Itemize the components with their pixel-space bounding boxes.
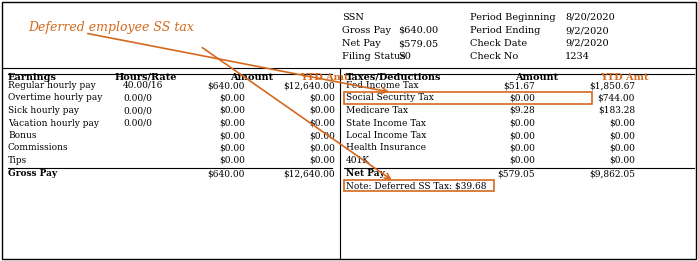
- Text: 9/2/2020: 9/2/2020: [565, 39, 609, 48]
- Text: $0.00: $0.00: [219, 156, 245, 165]
- Text: Local Income Tax: Local Income Tax: [346, 131, 426, 140]
- Text: Net Pay: Net Pay: [346, 169, 385, 179]
- Text: $0.00: $0.00: [609, 131, 635, 140]
- Text: State Income Tax: State Income Tax: [346, 118, 426, 128]
- Text: Period Ending: Period Ending: [470, 26, 540, 35]
- Text: $579.05: $579.05: [498, 169, 535, 179]
- Text: $0.00: $0.00: [609, 144, 635, 152]
- Text: Amount: Amount: [515, 73, 558, 82]
- Text: $640.00: $640.00: [207, 81, 245, 90]
- Text: Note: Deferred SS Tax: $39.68: Note: Deferred SS Tax: $39.68: [346, 181, 487, 191]
- Text: $744.00: $744.00: [597, 93, 635, 103]
- Text: Period Beginning: Period Beginning: [470, 13, 556, 22]
- Text: 9/2/2020: 9/2/2020: [565, 26, 609, 35]
- Text: $640.00: $640.00: [398, 26, 438, 35]
- Text: $1,850.67: $1,850.67: [589, 81, 635, 90]
- Text: 0.00/0: 0.00/0: [123, 118, 152, 128]
- Text: $0.00: $0.00: [509, 156, 535, 165]
- Text: SSN: SSN: [342, 13, 364, 22]
- Text: 0.00/0: 0.00/0: [123, 93, 152, 103]
- Text: Health Insurance: Health Insurance: [346, 144, 426, 152]
- Text: Deferred employee SS tax: Deferred employee SS tax: [28, 21, 194, 34]
- Text: $0.00: $0.00: [509, 131, 535, 140]
- Text: $0.00: $0.00: [509, 118, 535, 128]
- Text: $0.00: $0.00: [609, 156, 635, 165]
- Text: Check No: Check No: [470, 52, 518, 61]
- Text: $0.00: $0.00: [219, 93, 245, 103]
- Text: $0.00: $0.00: [219, 144, 245, 152]
- Text: S0: S0: [398, 52, 411, 61]
- Text: $12,640.00: $12,640.00: [283, 81, 335, 90]
- Text: $0.00: $0.00: [309, 106, 335, 115]
- Text: $0.00: $0.00: [609, 118, 635, 128]
- Text: $0.00: $0.00: [309, 131, 335, 140]
- Text: Gross Pay: Gross Pay: [342, 26, 391, 35]
- Text: 40.00/16: 40.00/16: [123, 81, 163, 90]
- Text: 0.00/0: 0.00/0: [123, 106, 152, 115]
- Text: YTD Amt: YTD Amt: [300, 73, 348, 82]
- Text: Social Security Tax: Social Security Tax: [346, 93, 434, 103]
- Text: Fed Income Tax: Fed Income Tax: [346, 81, 419, 90]
- Text: $0.00: $0.00: [219, 118, 245, 128]
- Text: $579.05: $579.05: [398, 39, 438, 48]
- Text: $0.00: $0.00: [219, 106, 245, 115]
- FancyBboxPatch shape: [2, 2, 696, 259]
- Text: $0.00: $0.00: [309, 144, 335, 152]
- Text: Commissions: Commissions: [8, 144, 68, 152]
- Text: $183.28: $183.28: [598, 106, 635, 115]
- Text: Hours/Rate: Hours/Rate: [115, 73, 177, 82]
- Text: $0.00: $0.00: [309, 118, 335, 128]
- Text: Check Date: Check Date: [470, 39, 527, 48]
- Text: $51.67: $51.67: [503, 81, 535, 90]
- Text: $0.00: $0.00: [309, 93, 335, 103]
- Text: Filing Status: Filing Status: [342, 52, 406, 61]
- Text: Taxes/Deductions: Taxes/Deductions: [346, 73, 442, 82]
- Text: $12,640.00: $12,640.00: [283, 169, 335, 179]
- Text: 1234: 1234: [565, 52, 590, 61]
- Text: Earnings: Earnings: [8, 73, 57, 82]
- Text: Regular hourly pay: Regular hourly pay: [8, 81, 96, 90]
- Text: YTD Amt: YTD Amt: [600, 73, 648, 82]
- Text: Vacation hourly pay: Vacation hourly pay: [8, 118, 99, 128]
- Text: Sick hourly pay: Sick hourly pay: [8, 106, 79, 115]
- Text: $0.00: $0.00: [509, 144, 535, 152]
- Text: $0.00: $0.00: [509, 93, 535, 103]
- Text: 8/20/2020: 8/20/2020: [565, 13, 615, 22]
- Text: Net Pay: Net Pay: [342, 39, 380, 48]
- Text: Overtime hourly pay: Overtime hourly pay: [8, 93, 103, 103]
- Text: $0.00: $0.00: [219, 131, 245, 140]
- Text: Bonus: Bonus: [8, 131, 36, 140]
- Text: $9.28: $9.28: [510, 106, 535, 115]
- Text: Tips: Tips: [8, 156, 27, 165]
- Text: $0.00: $0.00: [309, 156, 335, 165]
- Text: $9,862.05: $9,862.05: [589, 169, 635, 179]
- Text: Medicare Tax: Medicare Tax: [346, 106, 408, 115]
- Text: 401K: 401K: [346, 156, 370, 165]
- Text: $640.00: $640.00: [207, 169, 245, 179]
- Text: Amount: Amount: [230, 73, 273, 82]
- Text: Gross Pay: Gross Pay: [8, 169, 57, 179]
